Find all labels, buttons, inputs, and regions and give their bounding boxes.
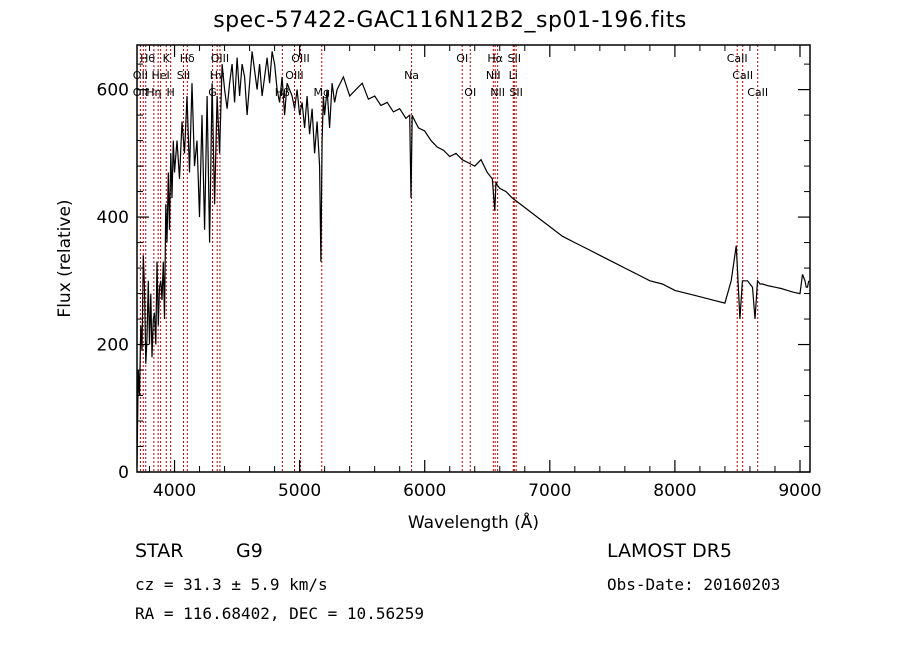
- line-label: NII: [490, 86, 505, 99]
- line-label: HeI: [151, 69, 169, 82]
- line-label: Li: [509, 69, 518, 82]
- chart-title: spec-57422-GAC116N12B2_sp01-196.fits: [213, 8, 687, 33]
- subclass: G9: [236, 540, 263, 562]
- y-axis-label: Flux (relative): [55, 199, 75, 317]
- survey-label: LAMOST DR5: [607, 540, 732, 562]
- x-axis-label: Wavelength (Å): [408, 511, 539, 533]
- obs-date: Obs-Date: 20160203: [607, 575, 781, 594]
- y-tick-label: 400: [97, 208, 129, 228]
- x-tick-label: 6000: [403, 481, 446, 501]
- coordinates: RA = 116.68402, DEC = 10.56259: [135, 604, 424, 623]
- plot-frame: [136, 44, 811, 473]
- line-label: SII: [177, 69, 190, 82]
- line-label: OII: [133, 69, 148, 82]
- redshift-cz: cz = 31.3 ± 5.9 km/s: [135, 575, 328, 594]
- line-markers-layer: [139, 45, 759, 472]
- line-label: NII: [486, 69, 501, 82]
- x-tick-label: 7000: [528, 481, 571, 501]
- x-tick-label: 9000: [778, 481, 821, 501]
- line-label: CaII: [732, 69, 753, 82]
- line-label: CaII: [747, 86, 768, 99]
- line-label: Hα: [487, 52, 503, 65]
- line-label: SII: [508, 52, 521, 65]
- x-axis: 4000 5000 6000 7000 8000 9000: [149, 45, 822, 501]
- line-label: K: [163, 52, 171, 65]
- y-axis: 0 200 400 600: [97, 63, 810, 483]
- object-class: STAR: [135, 540, 184, 562]
- line-label: OI: [456, 52, 468, 65]
- line-label: Mg: [314, 86, 330, 99]
- line-label: OIII: [211, 52, 229, 65]
- line-label: H: [167, 86, 175, 99]
- line-label: OIII: [285, 69, 303, 82]
- y-tick-label: 0: [118, 463, 129, 483]
- line-label: CaII: [727, 52, 748, 65]
- line-label: OI: [464, 86, 476, 99]
- line-label: Na: [404, 69, 419, 82]
- x-tick-label: 5000: [278, 481, 321, 501]
- line-label: SII: [509, 86, 522, 99]
- line-label: OIII: [291, 52, 309, 65]
- y-tick-label: 600: [97, 81, 129, 101]
- y-tick-label: 200: [97, 336, 129, 356]
- line-label: Hδ: [180, 52, 195, 65]
- x-tick-label: 8000: [653, 481, 696, 501]
- line-label: Hη: [146, 86, 161, 99]
- spectrum-line: [136, 51, 810, 466]
- line-label: Hθ: [140, 52, 155, 65]
- x-tick-label: 4000: [153, 481, 196, 501]
